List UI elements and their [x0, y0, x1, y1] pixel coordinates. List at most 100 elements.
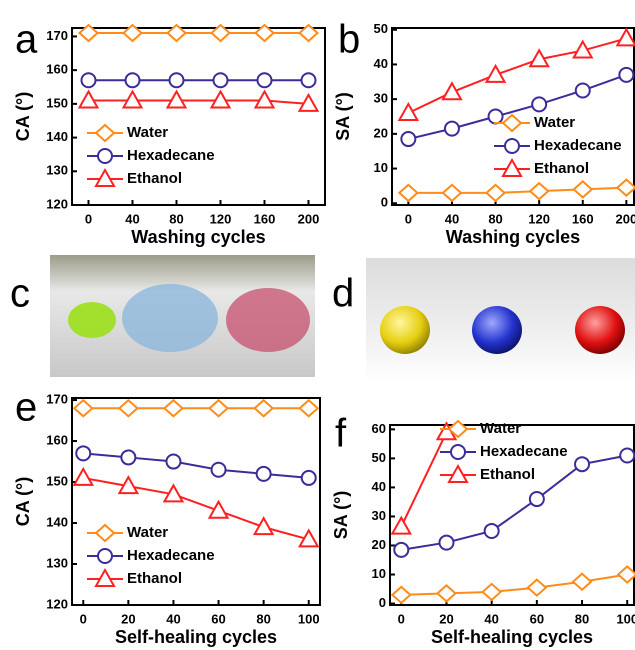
marker	[300, 400, 318, 416]
marker	[399, 104, 417, 120]
marker	[74, 400, 92, 416]
series-line	[408, 38, 626, 113]
x-tick-label: 80	[488, 211, 502, 226]
y-axis-label: CA (°)	[13, 477, 33, 527]
panel-letter: c	[10, 272, 30, 316]
marker	[214, 73, 228, 87]
marker	[210, 400, 228, 416]
marker	[483, 584, 501, 600]
y-tick-label: 140	[46, 129, 68, 144]
legend-label: Hexadecane	[534, 137, 622, 154]
marker	[258, 73, 272, 87]
x-tick-label: 0	[80, 611, 87, 626]
y-axis-label: CA (°)	[13, 92, 33, 142]
y-axis-label: SA (°)	[331, 491, 351, 540]
x-tick-label: 80	[169, 211, 183, 226]
legend-label: Ethanol	[534, 160, 589, 177]
y-tick-label: 0	[379, 595, 386, 610]
x-tick-label: 80	[256, 611, 270, 626]
marker	[574, 181, 592, 197]
x-tick-label: 0	[405, 211, 412, 226]
y-tick-label: 50	[372, 450, 386, 465]
marker	[532, 97, 546, 111]
series-line	[89, 100, 309, 103]
marker	[394, 543, 408, 557]
y-tick-label: 20	[374, 125, 388, 140]
x-tick-label: 160	[254, 211, 276, 226]
series-line	[401, 432, 446, 526]
marker	[530, 183, 548, 199]
series-line	[401, 575, 627, 595]
x-tick-label: 40	[445, 211, 459, 226]
marker	[443, 83, 461, 99]
figure: c d a12013014015016017004080120160200Was…	[0, 0, 635, 650]
marker	[618, 567, 635, 583]
marker	[437, 585, 455, 601]
x-tick-label: 40	[166, 611, 180, 626]
marker	[620, 448, 634, 462]
y-tick-label: 120	[46, 196, 68, 211]
y-tick-label: 0	[381, 195, 388, 210]
series-line	[83, 453, 308, 478]
panel-letter: f	[335, 412, 347, 456]
marker	[489, 110, 503, 124]
y-tick-label: 140	[46, 514, 68, 529]
marker	[575, 457, 589, 471]
marker	[119, 400, 137, 416]
marker	[76, 446, 90, 460]
x-tick-label: 100	[616, 611, 635, 626]
x-tick-label: 80	[575, 611, 589, 626]
x-tick-label: 120	[210, 211, 232, 226]
x-tick-label: 200	[616, 211, 635, 226]
marker	[392, 587, 410, 603]
panel-letter: e	[15, 386, 37, 430]
x-tick-label: 160	[572, 211, 594, 226]
legend-marker	[451, 445, 465, 459]
marker	[164, 400, 182, 416]
photo-c	[50, 255, 315, 377]
y-tick-label: 40	[374, 56, 388, 71]
x-axis-label: Self-healing cycles	[115, 627, 277, 647]
marker	[576, 83, 590, 97]
y-tick-label: 20	[372, 537, 386, 552]
panel-letter: d	[332, 272, 354, 316]
x-tick-label: 0	[398, 611, 405, 626]
legend-marker	[96, 125, 114, 141]
x-tick-label: 0	[85, 211, 92, 226]
legend-marker	[503, 115, 521, 131]
y-tick-label: 10	[372, 566, 386, 581]
y-tick-label: 30	[372, 508, 386, 523]
marker	[257, 467, 271, 481]
x-tick-label: 60	[211, 611, 225, 626]
x-tick-label: 100	[298, 611, 320, 626]
marker	[573, 574, 591, 590]
x-axis-label: Washing cycles	[446, 227, 580, 247]
y-tick-label: 120	[46, 596, 68, 611]
marker	[255, 518, 273, 534]
marker	[399, 185, 417, 201]
marker	[170, 73, 184, 87]
legend-label: Hexadecane	[480, 443, 568, 460]
legend-label: Water	[480, 420, 521, 437]
marker	[255, 400, 273, 416]
legend-marker	[98, 549, 112, 563]
y-tick-label: 40	[372, 479, 386, 494]
legend-label: Hexadecane	[127, 147, 215, 164]
marker	[487, 185, 505, 201]
x-axis-label: Washing cycles	[131, 227, 265, 247]
y-tick-label: 10	[374, 160, 388, 175]
marker	[302, 471, 316, 485]
legend-label: Water	[534, 114, 575, 131]
legend-label: Ethanol	[480, 466, 535, 483]
marker	[617, 180, 635, 196]
x-tick-label: 120	[528, 211, 550, 226]
marker	[439, 536, 453, 550]
legend-label: Water	[127, 124, 168, 141]
y-tick-label: 160	[46, 62, 68, 77]
marker	[619, 68, 633, 82]
x-tick-label: 200	[298, 211, 320, 226]
photo-d	[366, 258, 635, 384]
x-tick-label: 40	[484, 611, 498, 626]
y-tick-label: 130	[46, 163, 68, 178]
y-axis-label: SA (°)	[333, 92, 353, 141]
